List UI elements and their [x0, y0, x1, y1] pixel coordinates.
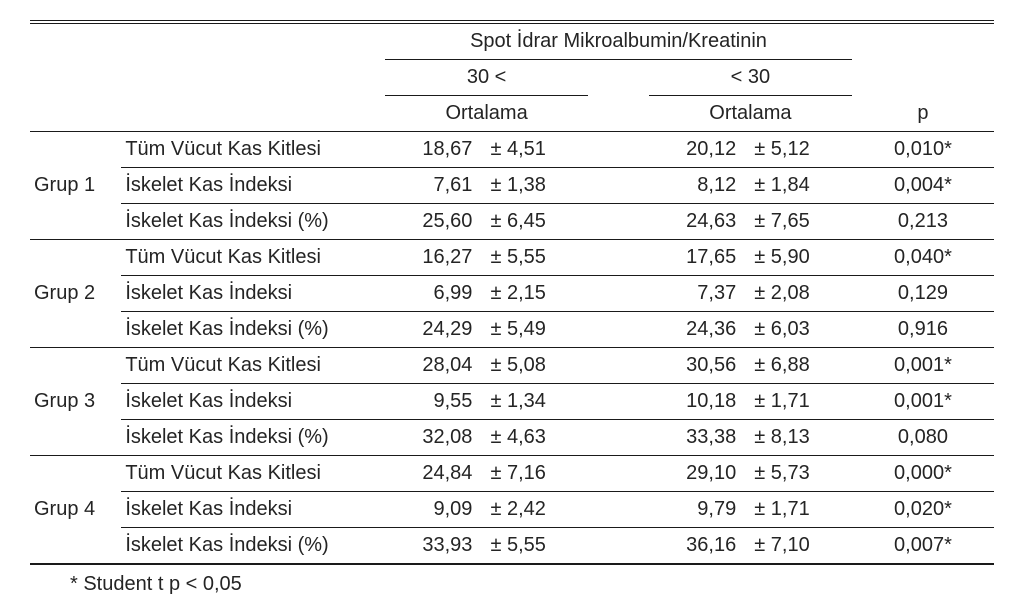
- mean-1: 6,99: [385, 276, 476, 312]
- sd-1: ± 1,34: [476, 384, 588, 420]
- variable-label: İskelet Kas İndeksi (%): [121, 312, 385, 348]
- mean-1: 32,08: [385, 420, 476, 456]
- p-value: 0,213: [852, 204, 994, 240]
- variable-label: İskelet Kas İndeksi: [121, 492, 385, 528]
- mean-1: 24,29: [385, 312, 476, 348]
- group-label: Grup 3: [30, 348, 121, 456]
- sd-2: ± 6,03: [740, 312, 852, 348]
- p-value: 0,004*: [852, 168, 994, 204]
- sd-2: ± 1,71: [740, 492, 852, 528]
- header-span-title: Spot İdrar Mikroalbumin/Kreatinin: [385, 22, 852, 60]
- mean-2: 24,36: [649, 312, 740, 348]
- header-p: p: [852, 96, 994, 132]
- variable-label: İskelet Kas İndeksi: [121, 168, 385, 204]
- p-value: 0,080: [852, 420, 994, 456]
- mean-2: 8,12: [649, 168, 740, 204]
- mean-2: 10,18: [649, 384, 740, 420]
- mean-1: 9,55: [385, 384, 476, 420]
- variable-label: Tüm Vücut Kas Kitlesi: [121, 456, 385, 492]
- sd-1: ± 2,42: [476, 492, 588, 528]
- p-value: 0,916: [852, 312, 994, 348]
- mean-1: 33,93: [385, 528, 476, 565]
- mean-2: 33,38: [649, 420, 740, 456]
- p-value: 0,007*: [852, 528, 994, 565]
- mean-1: 9,09: [385, 492, 476, 528]
- sd-2: ± 7,65: [740, 204, 852, 240]
- sd-1: ± 4,51: [476, 132, 588, 168]
- sd-1: ± 2,15: [476, 276, 588, 312]
- sd-1: ± 7,16: [476, 456, 588, 492]
- sd-2: ± 5,12: [740, 132, 852, 168]
- header-sub-1: Ortalama: [385, 96, 588, 132]
- group-label: Grup 2: [30, 240, 121, 348]
- sd-2: ± 5,90: [740, 240, 852, 276]
- mean-2: 17,65: [649, 240, 740, 276]
- mean-2: 9,79: [649, 492, 740, 528]
- sd-2: ± 8,13: [740, 420, 852, 456]
- variable-label: Tüm Vücut Kas Kitlesi: [121, 240, 385, 276]
- sd-1: ± 4,63: [476, 420, 588, 456]
- mean-1: 7,61: [385, 168, 476, 204]
- sd-2: ± 1,71: [740, 384, 852, 420]
- header-sub-2: Ortalama: [649, 96, 852, 132]
- mean-2: 36,16: [649, 528, 740, 565]
- p-value: 0,010*: [852, 132, 994, 168]
- variable-label: Tüm Vücut Kas Kitlesi: [121, 348, 385, 384]
- p-value: 0,040*: [852, 240, 994, 276]
- mean-1: 25,60: [385, 204, 476, 240]
- p-value: 0,129: [852, 276, 994, 312]
- mean-1: 16,27: [385, 240, 476, 276]
- mean-2: 29,10: [649, 456, 740, 492]
- sd-2: ± 5,73: [740, 456, 852, 492]
- sd-1: ± 5,55: [476, 240, 588, 276]
- group-label: Grup 1: [30, 132, 121, 240]
- mean-1: 18,67: [385, 132, 476, 168]
- sd-2: ± 2,08: [740, 276, 852, 312]
- variable-label: İskelet Kas İndeksi (%): [121, 204, 385, 240]
- header-col-30gt: 30 <: [385, 60, 588, 96]
- p-value: 0,000*: [852, 456, 994, 492]
- p-value: 0,001*: [852, 348, 994, 384]
- mean-2: 20,12: [649, 132, 740, 168]
- sd-1: ± 5,08: [476, 348, 588, 384]
- variable-label: İskelet Kas İndeksi: [121, 384, 385, 420]
- group-label: Grup 4: [30, 456, 121, 565]
- mean-1: 28,04: [385, 348, 476, 384]
- sd-2: ± 7,10: [740, 528, 852, 565]
- variable-label: İskelet Kas İndeksi (%): [121, 528, 385, 565]
- mean-2: 7,37: [649, 276, 740, 312]
- header-col-lt30: < 30: [649, 60, 852, 96]
- p-value: 0,020*: [852, 492, 994, 528]
- sd-1: ± 1,38: [476, 168, 588, 204]
- variable-label: Tüm Vücut Kas Kitlesi: [121, 132, 385, 168]
- mean-1: 24,84: [385, 456, 476, 492]
- p-value: 0,001*: [852, 384, 994, 420]
- variable-label: İskelet Kas İndeksi: [121, 276, 385, 312]
- sd-2: ± 6,88: [740, 348, 852, 384]
- mean-2: 30,56: [649, 348, 740, 384]
- stats-table: Spot İdrar Mikroalbumin/Kreatinin30 < < 3…: [30, 20, 994, 565]
- sd-1: ± 6,45: [476, 204, 588, 240]
- variable-label: İskelet Kas İndeksi (%): [121, 420, 385, 456]
- footnote: * Student t p < 0,05: [30, 565, 994, 596]
- sd-1: ± 5,49: [476, 312, 588, 348]
- sd-1: ± 5,55: [476, 528, 588, 565]
- mean-2: 24,63: [649, 204, 740, 240]
- sd-2: ± 1,84: [740, 168, 852, 204]
